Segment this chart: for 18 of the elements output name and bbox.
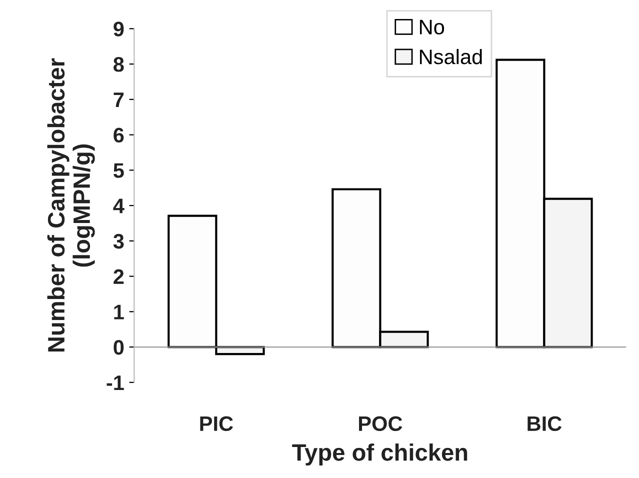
y-tick-label: 5	[114, 163, 124, 178]
y-tick-label: 2	[114, 269, 124, 284]
x-tick-label: POC	[359, 416, 402, 432]
y-tick-label: 8	[114, 57, 124, 72]
y-axis-title: Number of Campylobacter (logMPN/g)	[47, 58, 95, 352]
y-tick-label: 7	[114, 92, 124, 107]
x-tick-label: PIC	[200, 416, 233, 432]
x-axis-title: Type of chicken	[292, 443, 468, 466]
y-tick-label: 9	[114, 22, 124, 36]
y-tick-label: 3	[113, 234, 124, 249]
y-tick-label: -1	[106, 376, 124, 390]
y-tick-label: 1	[114, 304, 124, 320]
y-tick-label: 4	[113, 198, 124, 214]
x-tick-label: BIC	[528, 416, 562, 432]
y-tick-label: 6	[114, 128, 124, 143]
legend-label: No	[420, 20, 444, 34]
y-tick-label: 0	[114, 340, 124, 355]
legend-label: Nsalad	[420, 48, 482, 64]
